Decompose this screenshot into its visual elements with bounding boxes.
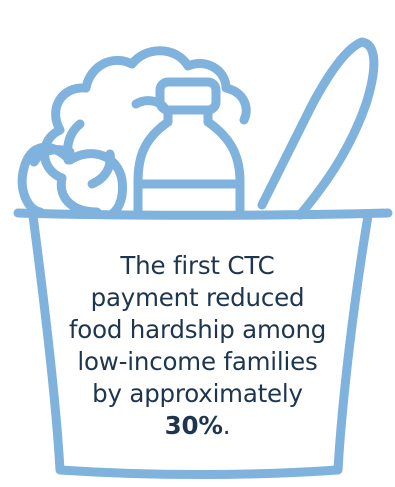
grocery-bag-icon xyxy=(13,208,393,479)
apple-icon xyxy=(17,119,127,219)
baguette-icon xyxy=(257,37,379,220)
stat-value: 30% xyxy=(164,411,223,440)
stat-suffix: . xyxy=(222,411,231,440)
caption-line-4: low-income families xyxy=(77,347,318,376)
stat-row: 30%. xyxy=(40,410,355,442)
caption-line-2: payment reduced xyxy=(90,283,305,312)
caption-line-5: by approximately xyxy=(92,379,303,408)
milk-bottle-icon xyxy=(133,77,245,219)
caption: The first CTC payment reduced food hards… xyxy=(40,250,355,442)
caption-line-3: food hardship among xyxy=(68,315,327,344)
caption-line-1: The first CTC xyxy=(120,251,275,280)
